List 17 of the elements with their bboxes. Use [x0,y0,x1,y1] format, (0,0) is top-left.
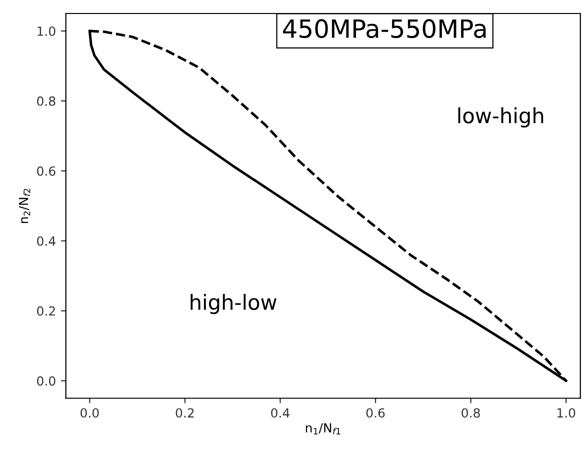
y-tick-label: 0.6 [37,166,56,176]
annotation: high-low [190,294,276,314]
chart-title: 450MPa-550MPa [283,19,486,38]
y-tick-label: 0.2 [37,306,55,316]
y-tick-label: 1.0 [38,26,56,36]
annotation: low-high [458,107,544,128]
x-tick-label: 0.8 [462,408,480,418]
y-tick-label: 0.4 [37,236,56,246]
x-tick-label: 0.2 [176,408,194,418]
y-tick-label: 0.8 [37,96,56,106]
x-tick-label: 0.6 [366,408,385,418]
x-axis-title: n$_{1}$/N$_{f1}$ [306,423,340,434]
x-tick-label: 1.0 [558,408,576,418]
y-tick-label: 0.0 [37,376,56,386]
x-tick-label: 0.4 [271,408,290,418]
x-tick-label: 0.0 [80,408,99,418]
y-axis-title: n$_{2}$/N$_{f2}$ [18,188,30,224]
